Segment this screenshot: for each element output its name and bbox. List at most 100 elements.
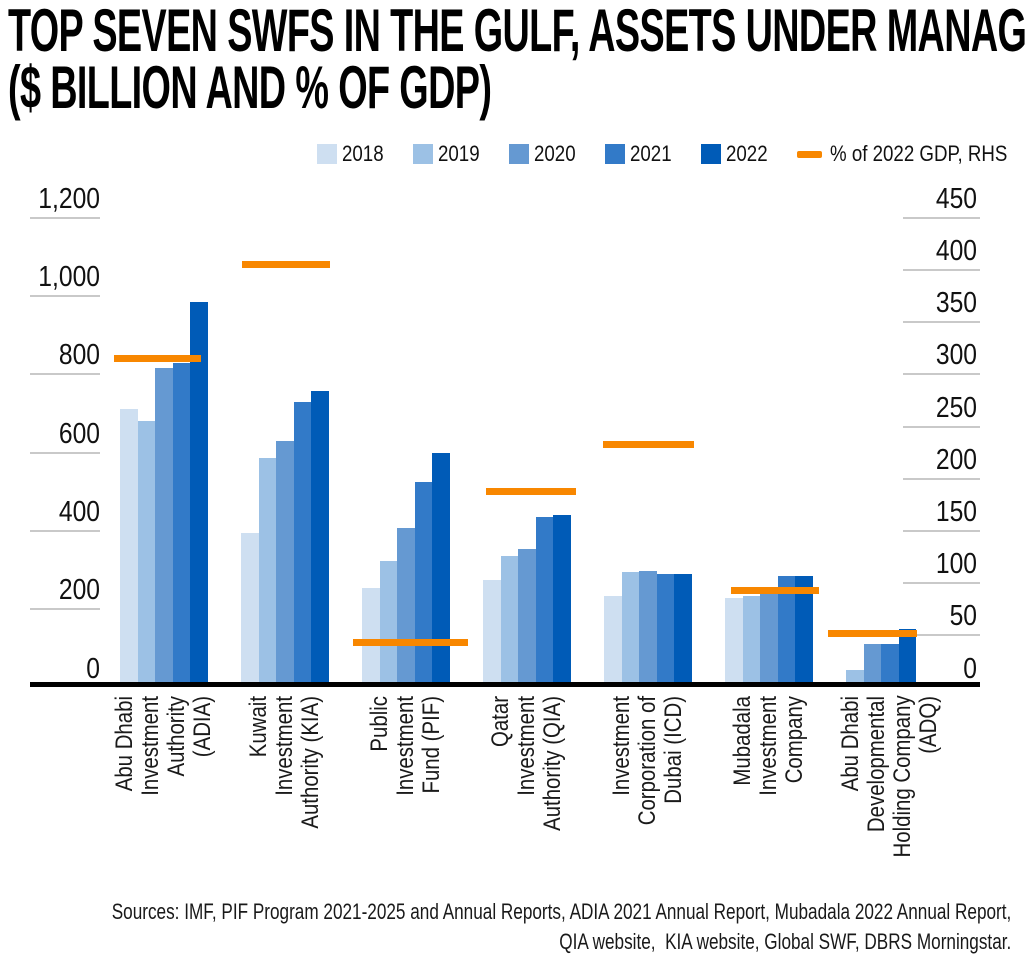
x-axis-category-label-text: Investment Corporation of Dubai (ICD) — [608, 696, 687, 826]
right-axis-tick-label: 100 — [935, 548, 977, 581]
right-axis-tick-label: 450 — [935, 182, 977, 215]
bar-2019 — [621, 571, 640, 682]
x-axis-category-label: Abu Dhabi Developmental Holding Company (AD… — [837, 695, 942, 886]
x-axis-category-label-text: Abu Dhabi Investment Authority (ADIA) — [111, 696, 216, 796]
bar-2018 — [120, 408, 138, 682]
x-axis-category-label-text: Qatar Investment Authority (QIA) — [487, 696, 566, 831]
bar-2020 — [760, 594, 778, 682]
legend-label: 2022 — [725, 141, 768, 166]
bar-2021 — [293, 401, 312, 682]
left-axis-tick-stub — [30, 529, 100, 532]
legend-item: 2018 — [317, 143, 391, 165]
gdp-line-segment — [114, 355, 201, 363]
bar-2022 — [674, 573, 692, 682]
x-axis-category-label: Qatar Investment Authority (QIA) — [487, 696, 566, 886]
source-line2: QIA website, KIA website, Global SWF, DB… — [558, 929, 1011, 954]
x-axis-category-label-text: Abu Dhabi Developmental Holding Company (AD… — [837, 695, 942, 858]
x-axis-category-label-text: Kuwait Investment Authority (KIA) — [245, 696, 324, 829]
right-axis-tick-label: 400 — [935, 234, 977, 267]
right-axis-tick-label: 350 — [935, 287, 977, 320]
gdp-line-segment — [731, 586, 819, 594]
bar-2019 — [500, 556, 519, 682]
left-axis-tick-label: 600 — [58, 417, 100, 450]
legend-label: % of 2022 GDP, RHS — [829, 141, 1008, 166]
bar-2018 — [483, 579, 501, 682]
bar-2018 — [362, 587, 380, 682]
x-axis-category-label: Abu Dhabi Investment Authority (ADIA) — [111, 696, 216, 886]
bar-2020 — [639, 570, 657, 682]
gdp-line-segment — [486, 487, 576, 495]
left-axis-tick-label: 1,200 — [38, 182, 100, 215]
x-axis-category-label-text: Mubadala Investment Company — [729, 696, 808, 796]
gdp-line-segment — [353, 639, 468, 647]
bar-2020 — [276, 440, 294, 682]
left-axis-tick-label: 1,000 — [38, 261, 100, 293]
legend-item: 2020 — [508, 141, 583, 166]
bar-2020 — [397, 527, 415, 682]
bar-2021 — [777, 576, 796, 682]
right-axis-tick-label: 150 — [935, 495, 977, 528]
legend-swatch — [508, 144, 529, 164]
bar-2018 — [725, 598, 743, 682]
chart-title-line1: TOP SEVEN SWFS IN THE GULF, ASSETS UNDER… — [8, 0, 1025, 64]
legend-line-swatch — [796, 150, 822, 158]
right-axis-tick-stub — [903, 477, 980, 480]
left-axis-tick-stub — [30, 295, 100, 297]
gdp-line-segment — [603, 440, 694, 448]
left-axis-tick-stub — [30, 216, 100, 219]
bar-2021 — [172, 362, 191, 682]
legend-label: 2020 — [533, 141, 576, 166]
right-axis-tick-stub — [903, 321, 980, 324]
x-axis-category-label-text: Public Investment Fund (PIF) — [366, 696, 445, 796]
legend-label: 2018 — [342, 141, 384, 166]
bar-2022 — [432, 452, 450, 682]
left-axis-tick-stub — [30, 451, 100, 454]
left-axis-tick-label: 200 — [58, 574, 100, 607]
right-axis-tick-stub — [903, 373, 980, 376]
legend-swatch — [700, 144, 721, 164]
bar-2022 — [553, 515, 571, 682]
right-axis-tick-label: 250 — [935, 391, 977, 424]
legend-swatch — [412, 144, 433, 164]
legend-item: 2022 — [700, 141, 775, 166]
right-axis-tick-stub — [903, 582, 980, 585]
bar-2019 — [846, 669, 864, 682]
source-line1: Sources: IMF, PIF Program 2021-2025 and … — [111, 899, 1011, 924]
left-axis-tick-label: 400 — [58, 495, 100, 528]
right-axis-tick-stub — [903, 425, 980, 428]
legend-label: 2019 — [437, 141, 480, 166]
bar-2022 — [795, 576, 813, 682]
right-axis-tick-label: 200 — [935, 443, 977, 476]
bar-2021 — [535, 517, 554, 682]
legend-item: 2019 — [412, 141, 487, 166]
bar-2021 — [881, 644, 899, 682]
bar-2021 — [414, 481, 433, 682]
legend-swatch — [604, 144, 625, 164]
chart-title: TOP SEVEN SWFS IN THE GULF, ASSETS UNDER… — [8, 0, 1025, 121]
right-axis-tick-stub — [903, 216, 980, 219]
legend-label: 2021 — [629, 141, 672, 166]
bar-2020 — [863, 643, 882, 682]
legend: 2018 2019 2020 2021 2022 % of 2022 GDP, RHS — [317, 143, 1025, 165]
bar-2022 — [190, 301, 208, 682]
source-note: Sources: IMF, PIF Program 2021-2025 and … — [111, 897, 1011, 957]
bar-2020 — [155, 368, 173, 682]
chart-title-line2: ($ BILLION AND % OF GDP) — [8, 54, 492, 121]
bar-2019 — [258, 458, 277, 682]
right-axis-tick-label: 50 — [949, 600, 977, 633]
bar-2022 — [898, 628, 917, 682]
x-axis-category-label: Mubadala Investment Company — [729, 696, 808, 886]
right-axis-tick-stub — [903, 268, 980, 271]
legend-item: 2021 — [604, 141, 679, 166]
bar-2019 — [379, 561, 398, 682]
bar-2022 — [311, 391, 329, 682]
gdp-line-segment — [242, 261, 330, 269]
bar-2019 — [742, 596, 761, 682]
left-axis-tick-stub — [30, 608, 100, 611]
legend-swatch — [317, 144, 337, 164]
bar-2018 — [604, 596, 622, 682]
x-axis-category-label: Kuwait Investment Authority (KIA) — [245, 696, 324, 886]
right-axis-tick-stub — [903, 529, 980, 532]
